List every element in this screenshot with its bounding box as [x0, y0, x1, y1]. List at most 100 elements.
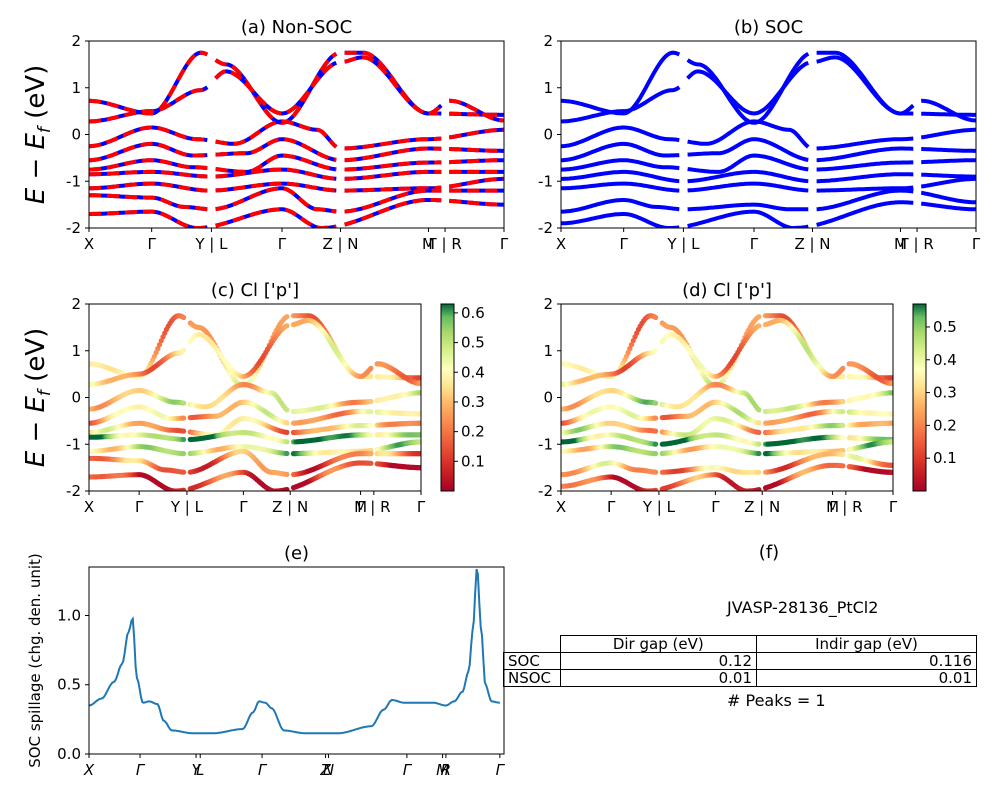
x-tick-label: Z | N	[322, 235, 358, 253]
scatter-point	[890, 380, 893, 387]
band-line	[816, 188, 914, 212]
y-tick-label: 1	[71, 342, 81, 360]
cell-soc-indir: 0.116	[756, 652, 977, 670]
panel-e-title: (e)	[284, 543, 309, 564]
panel-b-title: (b) SOC	[734, 17, 803, 38]
x-tick-label: Γ	[136, 761, 146, 779]
scatter-point	[756, 450, 762, 457]
band-line	[89, 141, 208, 163]
x-tick-label: M	[354, 498, 367, 516]
band-line-dashed	[344, 146, 442, 163]
y-axis-label: SOC spillage (chg. den. unit)	[26, 553, 44, 768]
y-tick-label: -2	[66, 219, 81, 237]
band-line-dashed	[89, 169, 208, 179]
band-line-dashed	[215, 119, 338, 149]
cell-nsoc-dir: 0.01	[559, 669, 758, 687]
band-line	[687, 181, 809, 193]
scatter-point	[890, 375, 893, 381]
row-label-soc: SOC	[503, 652, 561, 670]
x-tick-label: Γ | R	[357, 498, 390, 516]
x-tick-label: Γ	[619, 235, 628, 253]
band-line-dashed	[448, 176, 504, 189]
scatter-point	[653, 428, 659, 434]
band-line-dashed	[448, 198, 504, 207]
scatter-point	[840, 451, 846, 458]
scatter-point	[284, 323, 290, 329]
band-line-dashed	[344, 188, 442, 214]
scatter-point	[418, 439, 421, 445]
scatter-point	[653, 441, 659, 447]
x-tick-label: X	[83, 761, 95, 779]
scatter-point	[181, 451, 187, 457]
band-line	[921, 158, 976, 165]
cell-nsoc-indir: 0.01	[756, 669, 977, 687]
panel-b: (b) SOC X Γ Y | L Γ Z | N MΓ | R Γ -2 -1 0 1 2	[538, 17, 981, 253]
band-line	[561, 198, 680, 214]
colorbar-tick-label: 0.5	[933, 318, 957, 336]
x-tick-label: N	[323, 761, 334, 779]
x-tick-label: Y | L	[642, 498, 676, 516]
x-tick-label: Y | L	[666, 235, 700, 253]
col-header-dir: Dir gap (eV)	[559, 635, 758, 653]
scatter-point	[284, 486, 290, 491]
band-line-dashed	[215, 137, 337, 162]
panel-c-title: (c) Cl ['p']	[211, 280, 299, 301]
x-tick-label: Γ | R	[900, 235, 933, 253]
band-line-dashed	[89, 193, 208, 212]
band-line-dashed	[89, 125, 208, 149]
x-tick-label: X	[84, 235, 94, 253]
panel-a-title: (a) Non-SOC	[241, 17, 352, 38]
scatter-point	[284, 429, 290, 435]
band-line	[816, 200, 914, 227]
scatter-point	[627, 345, 633, 352]
band-line-dashed	[344, 169, 442, 181]
band-line	[687, 153, 809, 174]
scatter-point	[155, 345, 161, 352]
colorbar	[912, 303, 927, 492]
band-line	[89, 209, 208, 228]
x-tick-label: X	[556, 235, 566, 253]
plot-frame	[560, 40, 977, 229]
scatter-point	[756, 420, 762, 426]
y-axis-label: E − Ef (eV)	[21, 328, 55, 468]
panel-f-title: (f)	[759, 542, 779, 563]
band-line	[561, 125, 680, 149]
scatter-point	[181, 436, 187, 443]
scatter-point	[840, 409, 846, 415]
y-tick-label: 0	[543, 389, 553, 407]
x-tick-label: Y	[191, 761, 202, 779]
scatter-point	[840, 463, 846, 469]
scatter-point	[840, 422, 846, 428]
table-corner	[504, 636, 561, 653]
panel-d-title: (d) Cl ['p']	[682, 280, 772, 301]
cell-soc-dir: 0.12	[559, 652, 758, 670]
scatter-point	[756, 441, 762, 447]
x-tick-label: M	[436, 761, 449, 779]
y-axis-label-part: E − E	[21, 133, 51, 205]
scatter-point	[284, 439, 290, 445]
band-line	[816, 136, 914, 151]
band-line	[561, 158, 680, 172]
band-line	[816, 160, 914, 172]
band-line	[687, 137, 809, 162]
y-axis-label-sub: f	[35, 124, 55, 133]
scatter-point	[418, 432, 421, 438]
y-tick-label: 0.0	[57, 745, 81, 763]
scatter-point	[840, 374, 846, 380]
scatter-point	[284, 314, 290, 320]
scatter-point	[756, 314, 762, 320]
y-tick-label: 1.0	[57, 606, 81, 624]
y-tick-label: 1	[71, 79, 81, 97]
scatter-point	[653, 347, 659, 353]
band-line-dashed	[344, 55, 443, 116]
x-tick-label: L	[196, 761, 204, 779]
band-line	[687, 209, 809, 228]
scatter-point	[890, 420, 893, 426]
band-line	[921, 172, 976, 179]
band-line-dashed	[89, 141, 208, 163]
y-axis-label: E − Ef (eV)	[21, 65, 55, 205]
scatter-point	[181, 428, 187, 434]
scatter-point	[368, 398, 374, 405]
scatter-point	[756, 407, 762, 413]
